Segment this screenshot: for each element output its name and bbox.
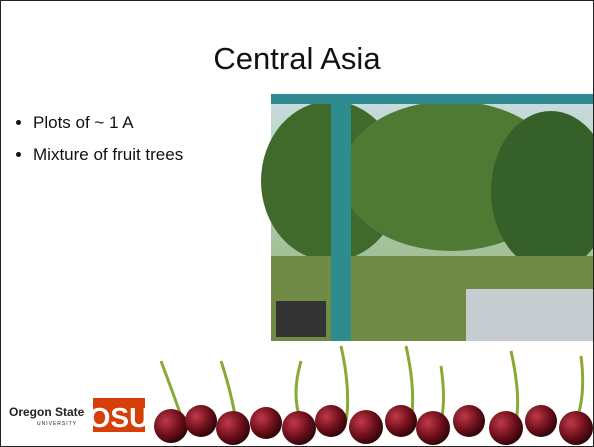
bullet: Mixture of fruit trees — [33, 145, 183, 165]
photo — [261, 94, 593, 341]
logo-name: Oregon State — [9, 405, 85, 419]
bullet-list: Plots of ~ 1 A Mixture of fruit trees — [13, 113, 183, 177]
bullet: Plots of ~ 1 A — [33, 113, 183, 133]
cherries — [154, 346, 593, 445]
slide: Oregon State UNIVERSITY OSU Central Asia… — [0, 0, 594, 447]
logo: Oregon State UNIVERSITY OSU — [9, 398, 149, 433]
slide-title: Central Asia — [1, 41, 593, 77]
logo-sub: UNIVERSITY — [37, 421, 77, 427]
logo-mark: OSU — [89, 402, 150, 433]
